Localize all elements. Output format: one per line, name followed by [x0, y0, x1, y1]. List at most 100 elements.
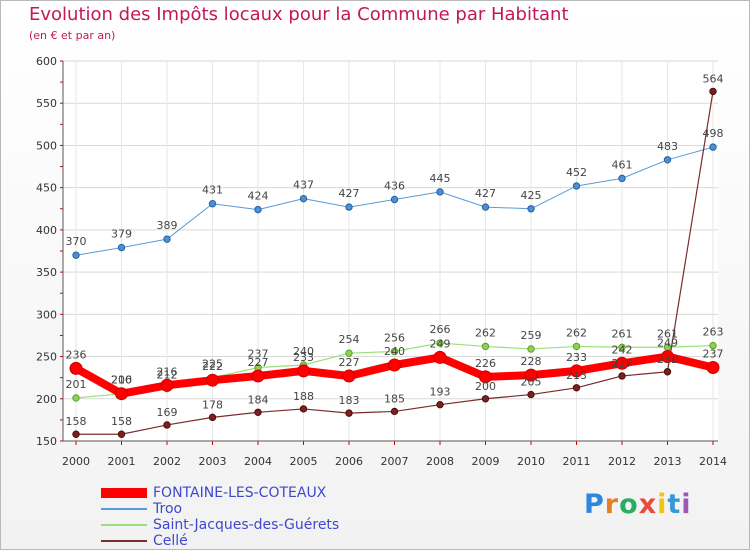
x-tick-label: 2009	[472, 455, 500, 468]
data-label-saint-jacques-des-guerets: 237	[248, 348, 269, 361]
data-label-celle: 232	[657, 353, 678, 366]
data-label-troo: 445	[430, 172, 451, 185]
data-label-saint-jacques-des-guerets: 254	[339, 333, 360, 346]
data-label-celle: 213	[566, 369, 587, 382]
data-label-fontaine-les-coteaux: 222	[202, 360, 223, 373]
data-label-troo: 427	[475, 187, 496, 200]
y-tick-label: 500	[36, 139, 57, 152]
data-point-fontaine-les-coteaux	[479, 370, 492, 384]
data-point-celle	[345, 409, 353, 417]
data-point-saint-jacques-des-guerets	[572, 342, 581, 351]
data-label-saint-jacques-des-guerets: 259	[521, 329, 542, 342]
y-tick-label: 150	[36, 435, 57, 448]
y-tick-label: 250	[36, 351, 57, 364]
data-point-troo	[481, 203, 490, 211]
data-point-saint-jacques-des-guerets	[527, 345, 535, 353]
data-label-fontaine-les-coteaux: 226	[475, 357, 496, 370]
data-label-fontaine-les-coteaux: 240	[384, 345, 405, 358]
data-point-troo	[709, 143, 717, 151]
data-point-troo	[163, 235, 171, 243]
data-label-fontaine-les-coteaux: 236	[66, 348, 87, 361]
data-point-fontaine-les-coteaux	[251, 369, 265, 383]
x-tick-label: 2007	[381, 455, 409, 468]
legend-label: Troo	[153, 501, 183, 517]
data-label-celle: 205	[521, 376, 542, 389]
data-label-troo: 425	[521, 189, 542, 202]
y-tick-label: 550	[36, 97, 57, 110]
data-label-troo: 498	[703, 127, 724, 140]
data-label-troo: 424	[248, 190, 269, 203]
data-point-saint-jacques-des-guerets	[72, 394, 80, 402]
data-point-fontaine-les-coteaux	[433, 350, 447, 364]
data-point-celle	[163, 421, 171, 429]
data-label-fontaine-les-coteaux: 227	[248, 356, 269, 369]
data-label-troo: 389	[157, 219, 178, 232]
x-tick-label: 2008	[426, 455, 454, 468]
data-point-troo	[117, 243, 126, 252]
data-label-saint-jacques-des-guerets: 263	[703, 326, 724, 339]
data-point-troo	[663, 156, 672, 164]
data-label-fontaine-les-coteaux: 233	[293, 351, 314, 364]
data-label-fontaine-les-coteaux: 237	[703, 348, 724, 361]
data-label-celle: 200	[475, 380, 496, 393]
data-label-fontaine-les-coteaux: 210	[111, 374, 132, 387]
data-point-saint-jacques-des-guerets	[345, 349, 353, 357]
data-label-saint-jacques-des-guerets: 261	[657, 327, 678, 340]
data-label-troo: 370	[66, 235, 87, 248]
data-point-celle	[254, 408, 262, 416]
x-tick-label: 2013	[654, 455, 682, 468]
x-tick-label: 2003	[199, 455, 227, 468]
data-point-fontaine-les-coteaux	[615, 356, 629, 370]
y-tick-label: 450	[36, 182, 57, 195]
x-tick-label: 2001	[108, 455, 136, 468]
x-tick-label: 2005	[290, 455, 318, 468]
data-point-celle	[618, 372, 626, 380]
data-point-saint-jacques-des-guerets	[618, 343, 626, 351]
x-tick-label: 2004	[244, 455, 272, 468]
legend-swatch	[101, 488, 147, 498]
data-point-fontaine-les-coteaux	[570, 364, 583, 378]
data-point-saint-jacques-des-guerets	[481, 342, 490, 351]
plot-area	[63, 61, 718, 441]
data-label-celle: 178	[202, 398, 223, 411]
data-label-saint-jacques-des-guerets: 225	[202, 358, 223, 371]
data-label-troo: 461	[612, 158, 633, 171]
data-point-saint-jacques-des-guerets	[436, 339, 444, 347]
x-tick-label: 2002	[153, 455, 181, 468]
legend-label: Cellé	[153, 533, 188, 549]
data-point-fontaine-les-coteaux	[388, 358, 401, 372]
x-tick-label: 2012	[608, 455, 636, 468]
x-tick-label: 2010	[517, 455, 545, 468]
data-label-troo: 436	[384, 179, 405, 192]
data-point-fontaine-les-coteaux	[206, 373, 219, 387]
x-tick-label: 2014	[699, 455, 727, 468]
legend-swatch	[101, 508, 147, 510]
data-label-celle: 183	[339, 394, 360, 407]
legend-item-troo: Troo	[101, 501, 182, 517]
data-label-saint-jacques-des-guerets: 212	[157, 369, 178, 382]
data-point-fontaine-les-coteaux	[342, 369, 356, 383]
legend-label: FONTAINE-LES-COTEAUX	[153, 485, 327, 501]
data-label-fontaine-les-coteaux: 216	[157, 365, 178, 378]
data-label-fontaine-les-coteaux: 233	[566, 351, 587, 364]
data-point-troo	[72, 251, 80, 259]
data-point-troo	[254, 205, 262, 214]
x-tick-label: 2000	[62, 455, 90, 468]
data-label-fontaine-les-coteaux: 228	[521, 355, 542, 368]
data-point-fontaine-les-coteaux	[661, 350, 674, 364]
data-label-celle: 227	[612, 357, 633, 370]
data-label-troo: 379	[111, 228, 132, 241]
data-point-fontaine-les-coteaux	[115, 387, 128, 401]
legend-item-saint-jacques-des-guerets: Saint-Jacques-des-Guérets	[101, 517, 339, 533]
proxiti-logo: Proxiti	[584, 489, 692, 520]
legend-swatch	[101, 540, 147, 542]
data-label-fontaine-les-coteaux: 227	[339, 356, 360, 369]
data-label-fontaine-les-coteaux: 242	[612, 343, 633, 356]
data-label-troo: 431	[202, 184, 223, 197]
data-label-celle: 188	[293, 390, 314, 403]
chart-title: Evolution des Impôts locaux pour la Comm…	[29, 4, 569, 25]
data-point-saint-jacques-des-guerets	[709, 341, 717, 350]
data-point-celle	[436, 400, 444, 409]
y-tick-label: 300	[36, 308, 57, 321]
